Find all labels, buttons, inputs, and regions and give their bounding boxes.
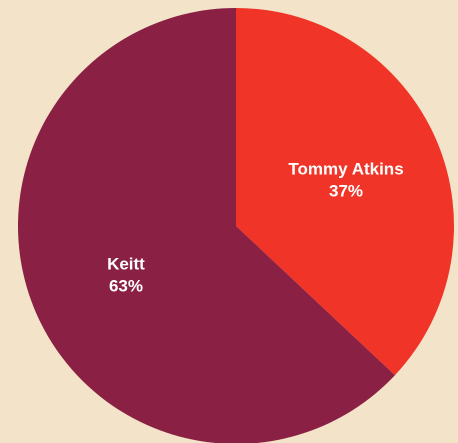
slice-label-keitt: Keitt 63% <box>107 255 145 296</box>
slice-percent: 37% <box>329 181 363 200</box>
pie-slices <box>18 8 454 443</box>
slice-label-tommy-atkins: Tommy Atkins 37% <box>288 159 403 200</box>
pie-slice-tommy-atkins <box>236 8 454 376</box>
pie-labels: Tommy Atkins 37% Keitt 63% <box>107 159 404 295</box>
slice-name: Keitt <box>107 255 145 274</box>
slice-name: Tommy Atkins <box>288 159 403 178</box>
pie-slice-keitt <box>18 8 395 443</box>
slice-percent: 63% <box>109 277 143 296</box>
